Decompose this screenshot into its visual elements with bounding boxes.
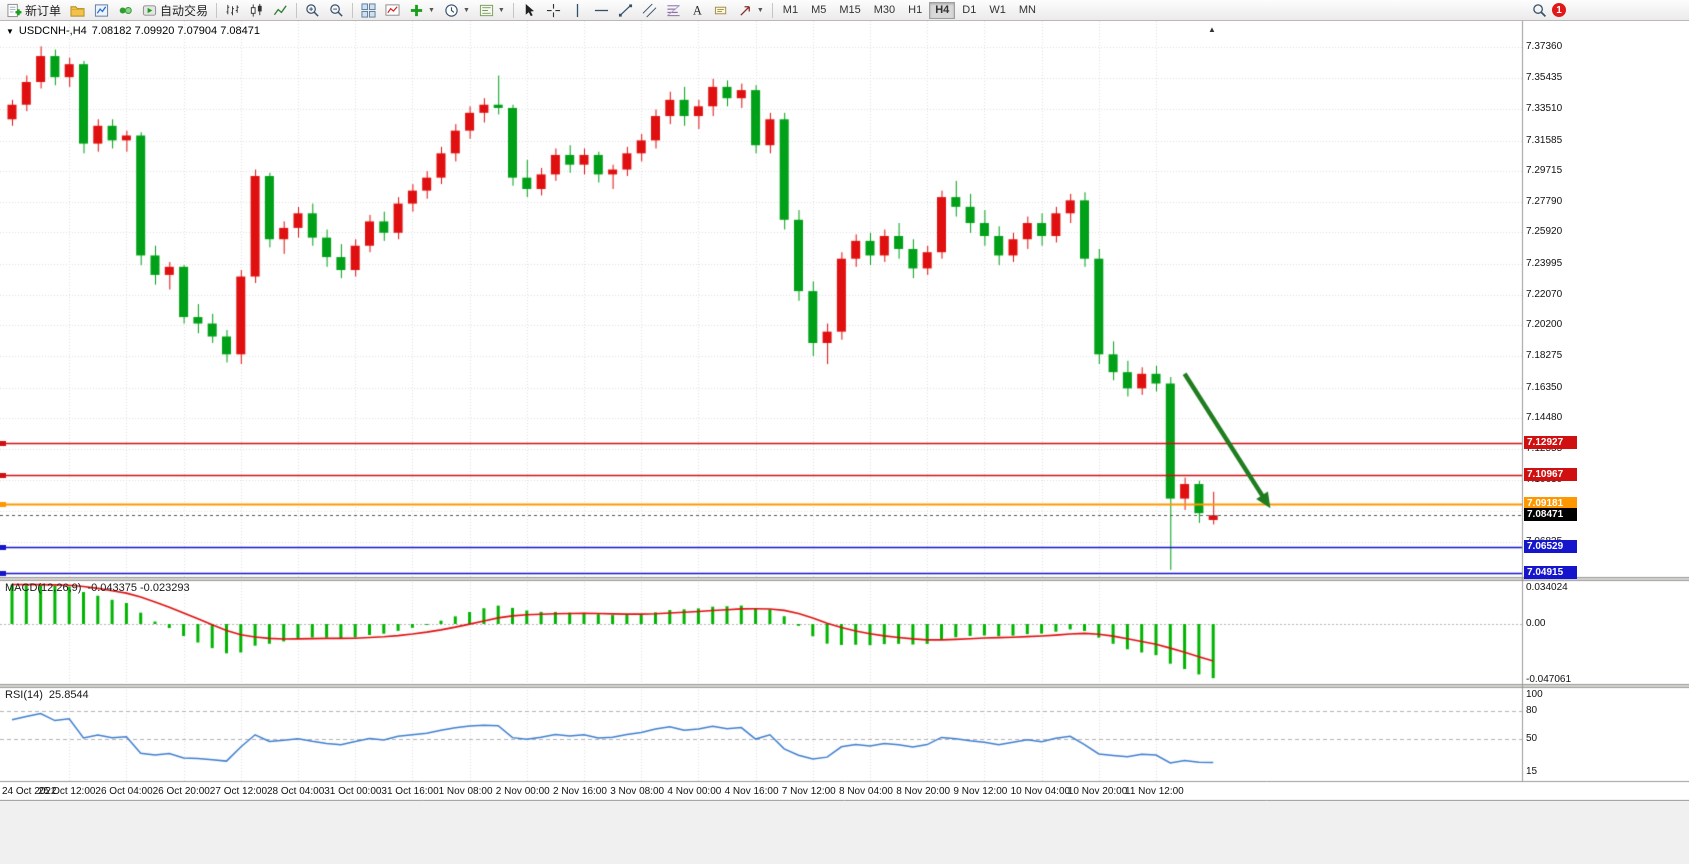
- chart-title: ▼ USDCNH-,H4 7.08182 7.09920 7.07904 7.0…: [6, 25, 260, 37]
- notification-count: 1: [1556, 4, 1562, 16]
- zoom-out-icon: [330, 3, 343, 17]
- vertical-line-icon: [576, 3, 578, 17]
- timeframe-m5-button[interactable]: M5: [805, 2, 832, 19]
- timeframe-h1-button[interactable]: H1: [902, 2, 928, 19]
- channel-tool-button[interactable]: [638, 1, 661, 20]
- candlestick-chart-button[interactable]: [245, 1, 268, 20]
- market-watch-button[interactable]: [90, 1, 113, 20]
- market-watch-icon: [94, 3, 109, 17]
- trendline-tool-button[interactable]: [614, 1, 637, 20]
- timeframe-mn-button[interactable]: MN: [1013, 2, 1042, 19]
- text-label-tool-button[interactable]: [710, 1, 733, 20]
- dropdown-caret-icon: ▼: [428, 6, 435, 14]
- timeframe-m15-button[interactable]: M15: [833, 2, 866, 19]
- toolbar-separator: [216, 2, 218, 18]
- arrows-tool-button[interactable]: ▼: [734, 1, 768, 20]
- crosshair-tool-button[interactable]: [542, 1, 565, 20]
- search-button[interactable]: [1528, 1, 1551, 20]
- toolbar: 新订单 自动交易: [0, 0, 1689, 21]
- crosshair-icon: [546, 3, 560, 17]
- arrow-shape-icon: [740, 5, 750, 16]
- dropdown-caret-icon: ▼: [462, 6, 470, 14]
- price-chart-canvas[interactable]: [0, 21, 1689, 801]
- templates-button[interactable]: ▼: [475, 1, 509, 20]
- zoom-out-button[interactable]: [325, 1, 348, 20]
- chart-area: ▼ USDCNH-,H4 7.08182 7.09920 7.07904 7.0…: [0, 21, 1689, 801]
- text-label-icon: [714, 6, 727, 14]
- dropdown-caret-icon: ▼: [497, 6, 505, 14]
- zoom-in-icon: [306, 3, 319, 17]
- timeframe-w1-button[interactable]: W1: [983, 2, 1012, 19]
- profiles-button[interactable]: [66, 1, 89, 20]
- add-indicator-button[interactable]: ▼: [405, 1, 439, 20]
- navigator-button[interactable]: [114, 1, 137, 20]
- collapse-icon[interactable]: ▼: [6, 26, 14, 36]
- tile-windows-button[interactable]: [357, 1, 380, 20]
- rsi-title: RSI(14): [5, 689, 43, 701]
- fibonacci-tool-button[interactable]: [662, 1, 685, 20]
- chart-symbol-period: USDCNH-,H4: [18, 25, 87, 37]
- profiles-folder-icon: [70, 5, 85, 17]
- rsi-pane-header: RSI(14) 25.8544: [5, 689, 89, 701]
- toolbar-separator: [352, 2, 354, 18]
- text-icon: A: [693, 3, 702, 17]
- dropdown-caret-icon: ▼: [756, 6, 764, 14]
- zoom-in-button[interactable]: [301, 1, 324, 20]
- line-chart-icon: [273, 4, 287, 15]
- new-order-button[interactable]: 新订单: [3, 1, 65, 20]
- add-indicator-icon: [410, 4, 423, 16]
- timeframe-h4-button[interactable]: H4: [929, 1, 956, 19]
- macd-pane-header: MACD(12,26,9) -0.043375 -0.023293: [5, 582, 190, 594]
- indicators-icon: [385, 3, 400, 16]
- periods-button[interactable]: ▼: [440, 1, 474, 20]
- bar-chart-icon: [226, 4, 239, 15]
- toolbar-separator: [296, 2, 298, 18]
- bar-chart-button[interactable]: [221, 1, 244, 20]
- autotrading-icon: [142, 4, 157, 16]
- candlestick-chart-icon: [250, 3, 262, 17]
- indicators-button[interactable]: [381, 1, 404, 20]
- timeframe-d1-button[interactable]: D1: [956, 2, 982, 19]
- clock-icon: [445, 3, 458, 17]
- timeframe-m30-button[interactable]: M30: [868, 2, 901, 19]
- line-chart-button[interactable]: [269, 1, 292, 20]
- chart-shift-icon[interactable]: ▲: [1208, 25, 1216, 34]
- horizontal-line-tool-button[interactable]: [590, 1, 613, 20]
- vertical-line-tool-button[interactable]: [566, 1, 589, 20]
- macd-values: -0.043375 -0.023293: [87, 582, 190, 594]
- new-order-icon: [7, 3, 22, 17]
- chart-ohlc-values: 7.08182 7.09920 7.07904 7.08471: [91, 25, 260, 37]
- autotrading-label: 自动交易: [160, 3, 209, 18]
- timeframe-m1-button[interactable]: M1: [777, 2, 804, 19]
- toolbar-separator: [512, 2, 514, 18]
- notification-badge[interactable]: 1: [1552, 3, 1566, 17]
- window-bottom-area: [0, 801, 1689, 864]
- new-order-label: 新订单: [25, 3, 62, 18]
- cursor-icon: [525, 3, 534, 16]
- cursor-tool-button[interactable]: [518, 1, 541, 20]
- autotrading-button[interactable]: 自动交易: [138, 1, 212, 20]
- equidistant-channel-icon: [642, 3, 657, 17]
- search-icon: [1533, 3, 1547, 17]
- text-tool-button[interactable]: A: [686, 1, 709, 20]
- navigator-icon: [119, 6, 132, 14]
- fibonacci-icon: [667, 4, 680, 16]
- templates-icon: [479, 4, 493, 16]
- toolbar-separator: [771, 2, 773, 18]
- tile-windows-icon: [361, 2, 376, 18]
- trendline-icon: [618, 3, 632, 17]
- macd-title: MACD(12,26,9): [5, 582, 82, 594]
- rsi-value: 25.8544: [48, 689, 89, 701]
- horizontal-line-icon: [594, 9, 608, 11]
- svg-text:A: A: [693, 3, 702, 17]
